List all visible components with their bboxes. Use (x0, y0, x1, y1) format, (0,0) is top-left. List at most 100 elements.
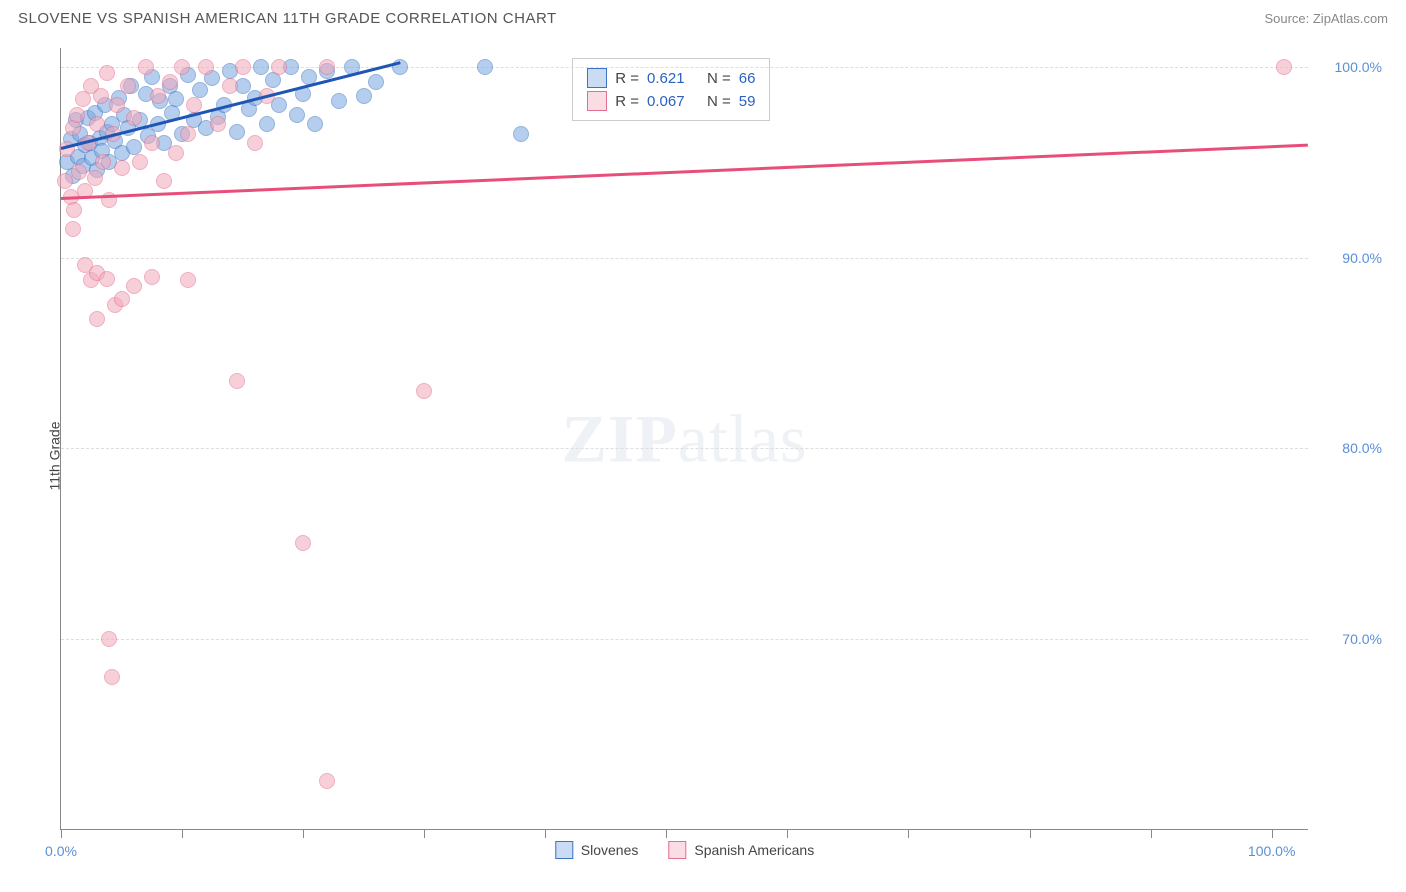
legend-n-value: 59 (739, 93, 756, 110)
y-tick-label: 80.0% (1314, 440, 1382, 456)
data-point (144, 269, 160, 285)
data-point (229, 373, 245, 389)
x-tick (182, 829, 183, 838)
data-point (259, 116, 275, 132)
data-point (99, 271, 115, 287)
data-point (477, 59, 493, 75)
data-point (120, 78, 136, 94)
legend-swatch (587, 68, 607, 88)
legend-n-value: 66 (739, 70, 756, 87)
legend-r-label: R = (615, 93, 639, 110)
y-tick-label: 90.0% (1314, 250, 1382, 266)
data-point (192, 82, 208, 98)
data-point (513, 126, 529, 142)
data-point (319, 773, 335, 789)
legend-n-label: N = (707, 70, 731, 87)
data-point (138, 59, 154, 75)
x-tick (1030, 829, 1031, 838)
data-point (156, 173, 172, 189)
legend-r-label: R = (615, 70, 639, 87)
data-point (1276, 59, 1292, 75)
series-legend: Slovenes Spanish Americans (555, 841, 814, 859)
data-point (168, 145, 184, 161)
y-tick-label: 70.0% (1314, 631, 1382, 647)
watermark: ZIPatlas (562, 399, 808, 478)
data-point (126, 110, 142, 126)
x-tick-label: 0.0% (45, 843, 77, 859)
data-point (114, 160, 130, 176)
data-point (210, 116, 226, 132)
x-tick (1272, 829, 1273, 838)
source-attribution: Source: ZipAtlas.com (1264, 11, 1388, 26)
data-point (65, 221, 81, 237)
gridline-h (61, 448, 1308, 449)
data-point (174, 59, 190, 75)
data-point (253, 59, 269, 75)
y-tick-label: 100.0% (1314, 59, 1382, 75)
x-tick (61, 829, 62, 838)
legend-row: R = 0.067 N = 59 (587, 91, 755, 111)
data-point (126, 278, 142, 294)
legend-swatch (668, 841, 686, 859)
x-tick (424, 829, 425, 838)
data-point (95, 154, 111, 170)
data-point (66, 202, 82, 218)
legend-swatch (555, 841, 573, 859)
data-point (416, 383, 432, 399)
data-point (356, 88, 372, 104)
legend-r-value: 0.621 (647, 70, 699, 87)
data-point (109, 97, 125, 113)
data-point (289, 107, 305, 123)
data-point (93, 88, 109, 104)
legend-r-value: 0.067 (647, 93, 699, 110)
data-point (271, 59, 287, 75)
x-tick (303, 829, 304, 838)
data-point (368, 74, 384, 90)
gridline-h (61, 258, 1308, 259)
data-point (132, 154, 148, 170)
gridline-h (61, 639, 1308, 640)
x-tick-label: 100.0% (1248, 843, 1295, 859)
data-point (150, 88, 166, 104)
data-point (198, 59, 214, 75)
data-point (319, 59, 335, 75)
data-point (126, 139, 142, 155)
legend-n-label: N = (707, 93, 731, 110)
x-tick (1151, 829, 1152, 838)
legend-swatch (587, 91, 607, 111)
data-point (162, 74, 178, 90)
legend-row: R = 0.621 N = 66 (587, 68, 755, 88)
data-point (57, 173, 73, 189)
data-point (114, 291, 130, 307)
x-tick (787, 829, 788, 838)
data-point (307, 116, 323, 132)
legend-item: Slovenes (555, 841, 639, 859)
x-tick (908, 829, 909, 838)
data-point (99, 65, 115, 81)
plot-area: ZIPatlas R =0.621N =66R =0.067N =59 Slov… (60, 48, 1308, 830)
data-point (89, 116, 105, 132)
data-point (144, 135, 160, 151)
data-point (101, 631, 117, 647)
data-point (235, 59, 251, 75)
legend-series-name: Slovenes (581, 842, 639, 858)
data-point (331, 93, 347, 109)
data-point (222, 78, 238, 94)
data-point (69, 107, 85, 123)
chart-title: SLOVENE VS SPANISH AMERICAN 11TH GRADE C… (18, 10, 557, 27)
data-point (180, 126, 196, 142)
x-tick (545, 829, 546, 838)
chart-container: 11th Grade ZIPatlas R =0.621N =66R =0.06… (38, 48, 1388, 864)
data-point (87, 170, 103, 186)
data-point (180, 272, 196, 288)
data-point (89, 311, 105, 327)
legend-series-name: Spanish Americans (694, 842, 814, 858)
data-point (247, 135, 263, 151)
legend-item: Spanish Americans (668, 841, 814, 859)
data-point (104, 669, 120, 685)
data-point (229, 124, 245, 140)
data-point (168, 91, 184, 107)
x-tick (666, 829, 667, 838)
regression-line (61, 143, 1308, 199)
data-point (295, 535, 311, 551)
